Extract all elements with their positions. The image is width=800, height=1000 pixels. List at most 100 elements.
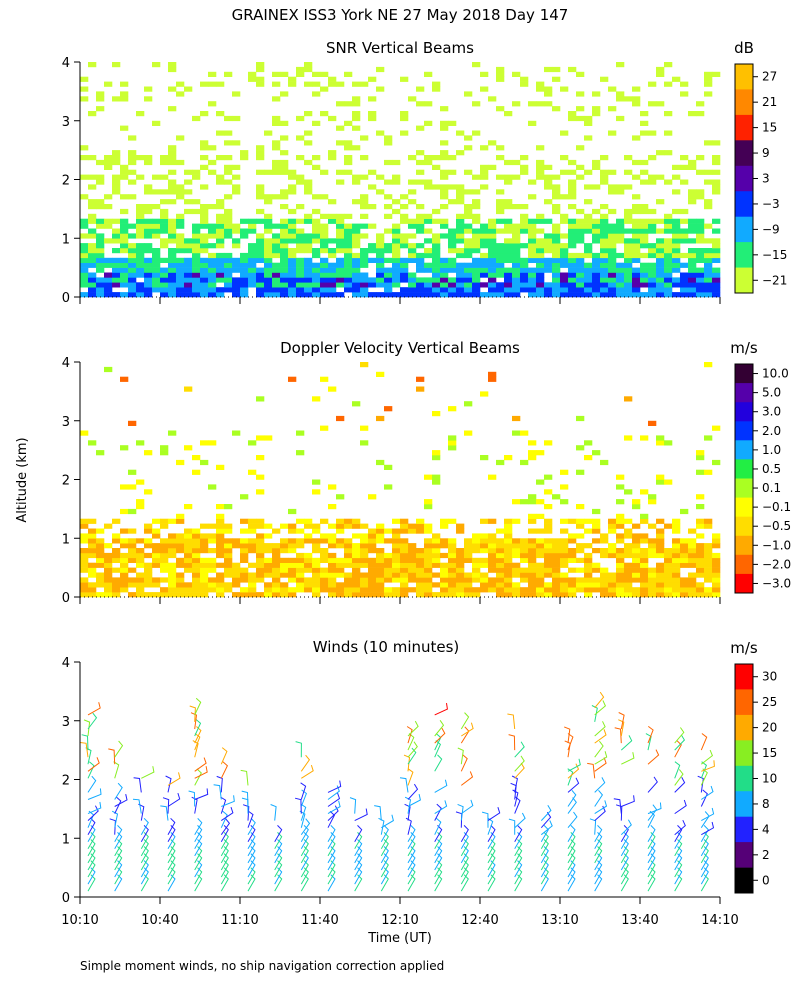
snr-cell — [624, 169, 633, 175]
snr-cell — [392, 199, 401, 205]
wind-barb — [700, 733, 708, 751]
snr-cell — [264, 292, 273, 298]
snr-cell — [592, 238, 601, 244]
snr-cell — [624, 252, 633, 259]
velocity-cell — [528, 450, 537, 456]
velocity-cell — [328, 504, 337, 510]
snr-cell — [192, 282, 201, 288]
snr-cell — [680, 233, 689, 239]
velocity-cell — [128, 543, 137, 549]
velocity-cell — [488, 587, 497, 593]
snr-cell — [424, 252, 433, 259]
velocity-cell — [176, 562, 185, 568]
snr-cell — [344, 101, 353, 107]
velocity-cell — [704, 562, 713, 568]
velocity-cell — [560, 499, 569, 505]
snr-cell — [392, 223, 401, 229]
velocity-cell — [424, 538, 433, 544]
snr-cell — [656, 277, 665, 283]
snr-cell — [80, 155, 89, 161]
snr-cell — [184, 277, 193, 283]
data-field — [80, 62, 721, 298]
velocity-cell — [160, 543, 169, 549]
snr-cell — [584, 218, 593, 224]
velocity-cell — [600, 587, 609, 593]
velocity-cell — [560, 518, 569, 524]
velocity-cell — [328, 587, 337, 593]
wind-barb — [461, 722, 474, 737]
velocity-cell — [624, 587, 633, 593]
snr-cell — [680, 272, 689, 278]
colorbar-swatch — [735, 816, 753, 843]
snr-cell — [184, 238, 193, 244]
velocity-cell — [152, 518, 161, 524]
velocity-cell — [592, 508, 601, 515]
velocity-cell — [184, 562, 193, 568]
snr-cell — [520, 282, 529, 288]
snr-cell — [376, 174, 385, 180]
wind-barb — [407, 741, 418, 758]
wind-barb — [460, 712, 470, 730]
velocity-cell — [232, 543, 241, 549]
snr-cell — [368, 204, 377, 210]
snr-cell — [688, 189, 697, 195]
velocity-cell — [344, 548, 353, 554]
snr-cell — [432, 238, 441, 244]
velocity-cell — [224, 538, 233, 544]
velocity-cell — [480, 455, 489, 461]
snr-cell — [664, 252, 673, 259]
snr-cell — [136, 243, 145, 249]
velocity-cell — [392, 587, 401, 593]
velocity-cell — [296, 430, 305, 436]
snr-cell — [640, 233, 649, 239]
wind-barb — [700, 749, 714, 765]
snr-cell — [312, 164, 321, 170]
velocity-cell — [592, 450, 601, 456]
wind-barb — [647, 776, 658, 793]
snr-cell — [112, 277, 121, 283]
velocity-cell — [264, 572, 273, 578]
snr-cell — [712, 159, 721, 166]
velocity-cell — [664, 552, 673, 559]
velocity-cell — [552, 577, 561, 583]
snr-cell — [336, 272, 345, 278]
snr-cell — [624, 243, 633, 249]
wind-barb — [165, 775, 172, 793]
snr-cell — [168, 233, 177, 239]
velocity-cell — [344, 557, 353, 563]
snr-cell — [368, 257, 377, 263]
snr-cell — [552, 184, 561, 190]
velocity-cell — [680, 552, 689, 559]
snr-cell — [360, 277, 369, 283]
snr-cell — [176, 262, 185, 268]
snr-cell — [696, 218, 705, 224]
snr-cell — [648, 248, 657, 254]
velocity-cell — [536, 499, 545, 505]
velocity-cell — [344, 562, 353, 568]
velocity-cell — [504, 518, 513, 524]
velocity-cell — [616, 484, 625, 490]
colorbar-frame — [734, 363, 754, 594]
snr-cell — [80, 282, 89, 288]
velocity-cell — [488, 533, 497, 539]
wind-barb — [613, 798, 622, 814]
velocity-cell — [640, 557, 649, 563]
wind-barb — [567, 768, 574, 786]
velocity-cell — [272, 552, 281, 559]
snr-cell — [320, 243, 329, 249]
velocity-cell — [464, 543, 473, 549]
snr-cell — [624, 218, 633, 224]
velocity-cell — [400, 543, 409, 549]
snr-cell — [256, 208, 265, 215]
velocity-cell — [272, 543, 281, 549]
velocity-cell — [136, 548, 145, 554]
snr-cell — [312, 233, 321, 239]
snr-cell — [472, 218, 481, 224]
velocity-cell — [192, 577, 201, 583]
snr-cell — [368, 292, 377, 298]
snr-cell — [296, 282, 305, 288]
snr-cell — [632, 272, 641, 278]
velocity-cell — [280, 592, 289, 598]
snr-cell — [560, 130, 569, 136]
snr-cell — [320, 287, 329, 293]
